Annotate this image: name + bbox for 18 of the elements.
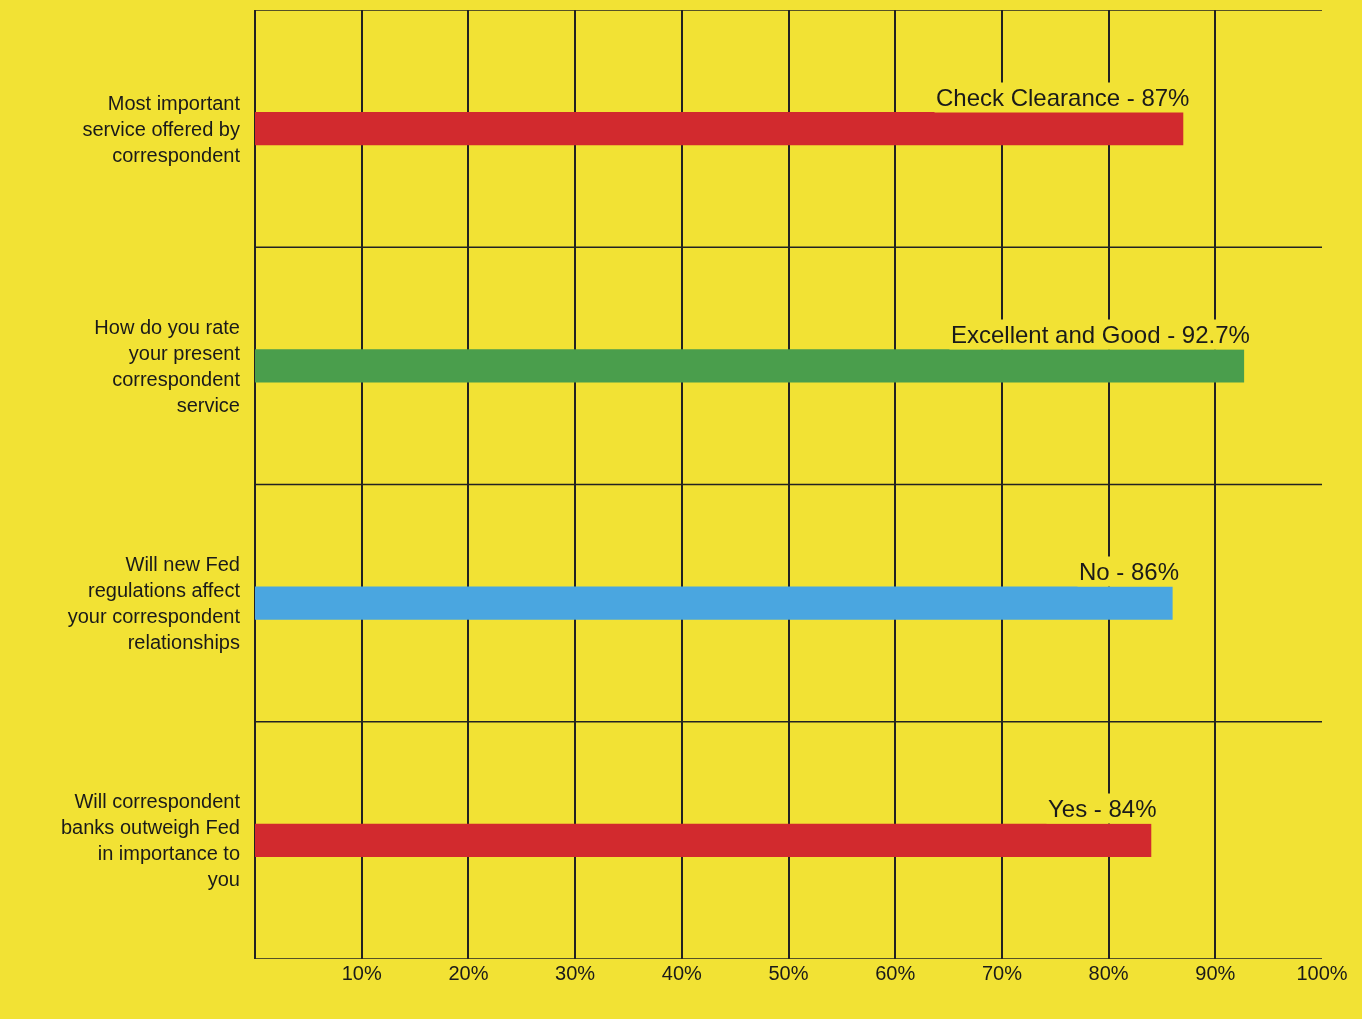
annotation: Yes - 84%	[1048, 795, 1157, 822]
y-tick-label: How do you rate your present correspondent service	[94, 315, 241, 416]
x-tick-label: 100%	[1296, 962, 1348, 984]
x-tick-label: 80%	[1088, 962, 1129, 984]
x-tick-label: 30%	[555, 962, 596, 984]
y-tick-label: Will correspondent banks outweigh Fed in importance to you	[60, 790, 241, 891]
x-tick-label: 20%	[448, 962, 489, 984]
x-tick-label: 10%	[341, 962, 382, 984]
x-tick-label: 60%	[875, 962, 916, 984]
y-tick-label: Will new Fed regulations affect your correspondent relationships	[67, 553, 241, 654]
annotation: Excellent and Good - 92.7%	[951, 321, 1250, 348]
x-tick-label: 70%	[981, 962, 1023, 984]
y-tick-label: Most important service offered by correspondent	[82, 91, 241, 166]
annotation: No - 86%	[1079, 558, 1180, 585]
annotation: Check Clearance - 87%	[936, 84, 1190, 111]
x-tick-label: 50%	[768, 962, 809, 984]
x-tick-label: 90%	[1195, 962, 1236, 984]
x-tick-label: 40%	[661, 962, 703, 984]
